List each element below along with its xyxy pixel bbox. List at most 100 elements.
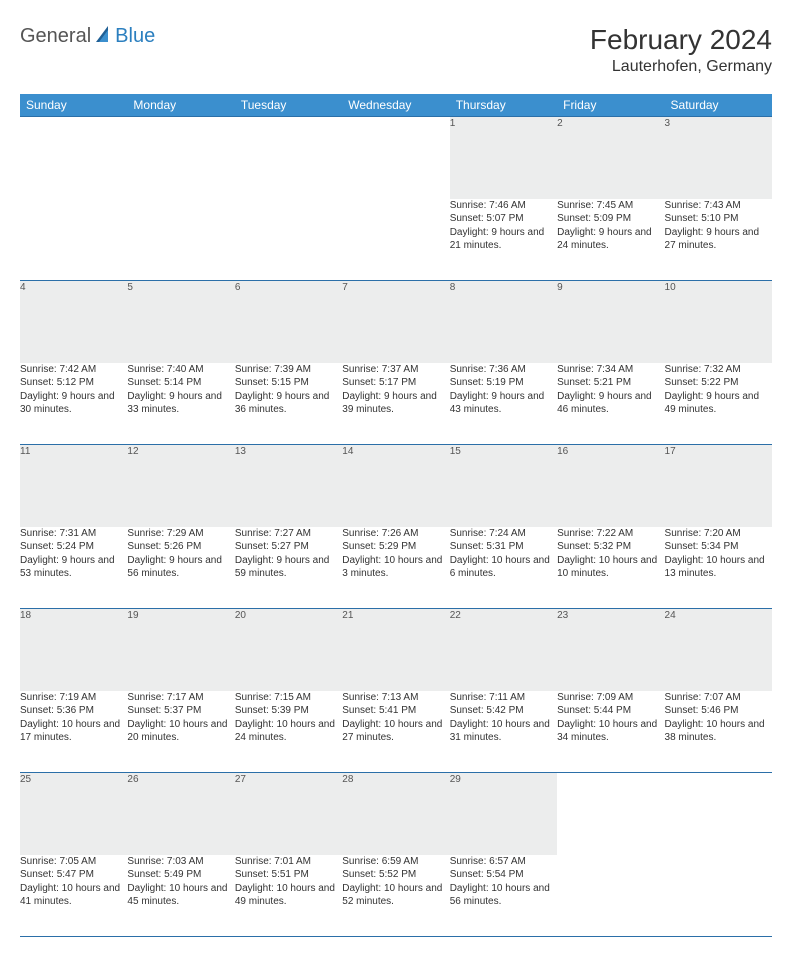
- sunset-line: Sunset: 5:07 PM: [450, 212, 557, 226]
- logo-sail-icon: [95, 24, 113, 49]
- daynum-row: 2526272829: [20, 773, 772, 855]
- sunset-line: Sunset: 5:27 PM: [235, 540, 342, 554]
- daylight-line: Daylight: 10 hours and 34 minutes.: [557, 718, 664, 745]
- sunrise-line: Sunrise: 6:57 AM: [450, 855, 557, 869]
- daylight-line: Daylight: 9 hours and 56 minutes.: [127, 554, 234, 581]
- sunset-line: Sunset: 5:36 PM: [20, 704, 127, 718]
- day-content-cell: Sunrise: 6:57 AMSunset: 5:54 PMDaylight:…: [450, 855, 557, 937]
- sunset-line: Sunset: 5:51 PM: [235, 868, 342, 882]
- sunset-line: Sunset: 5:17 PM: [342, 376, 449, 390]
- weekday-friday: Friday: [557, 94, 664, 117]
- day-number-cell: [557, 773, 664, 855]
- daylight-line: Daylight: 10 hours and 31 minutes.: [450, 718, 557, 745]
- day-content-cell: Sunrise: 7:36 AMSunset: 5:19 PMDaylight:…: [450, 363, 557, 445]
- calendar-body: 123Sunrise: 7:46 AMSunset: 5:07 PMDaylig…: [20, 117, 772, 937]
- daylight-line: Daylight: 10 hours and 13 minutes.: [665, 554, 772, 581]
- day-number-cell: 3: [665, 117, 772, 199]
- day-content-cell: Sunrise: 7:01 AMSunset: 5:51 PMDaylight:…: [235, 855, 342, 937]
- sunrise-line: Sunrise: 7:31 AM: [20, 527, 127, 541]
- day-number-cell: 15: [450, 445, 557, 527]
- content-row: Sunrise: 7:05 AMSunset: 5:47 PMDaylight:…: [20, 855, 772, 937]
- day-number-cell: 19: [127, 609, 234, 691]
- sunrise-line: Sunrise: 7:20 AM: [665, 527, 772, 541]
- daynum-row: 45678910: [20, 281, 772, 363]
- daylight-line: Daylight: 10 hours and 38 minutes.: [665, 718, 772, 745]
- daylight-line: Daylight: 10 hours and 49 minutes.: [235, 882, 342, 909]
- day-number-cell: [665, 773, 772, 855]
- day-content-cell: Sunrise: 7:31 AMSunset: 5:24 PMDaylight:…: [20, 527, 127, 609]
- day-number-cell: [235, 117, 342, 199]
- sunrise-line: Sunrise: 7:11 AM: [450, 691, 557, 705]
- sunset-line: Sunset: 5:34 PM: [665, 540, 772, 554]
- day-number-cell: 27: [235, 773, 342, 855]
- day-content-cell: Sunrise: 7:07 AMSunset: 5:46 PMDaylight:…: [665, 691, 772, 773]
- sunset-line: Sunset: 5:19 PM: [450, 376, 557, 390]
- sunset-line: Sunset: 5:31 PM: [450, 540, 557, 554]
- sunrise-line: Sunrise: 7:13 AM: [342, 691, 449, 705]
- sunrise-line: Sunrise: 7:34 AM: [557, 363, 664, 377]
- calendar-page: General Blue February 2024 Lauterhofen, …: [0, 0, 792, 957]
- sunrise-line: Sunrise: 7:24 AM: [450, 527, 557, 541]
- day-content-cell: Sunrise: 7:17 AMSunset: 5:37 PMDaylight:…: [127, 691, 234, 773]
- daylight-line: Daylight: 9 hours and 43 minutes.: [450, 390, 557, 417]
- sunset-line: Sunset: 5:44 PM: [557, 704, 664, 718]
- day-number-cell: 13: [235, 445, 342, 527]
- day-content-cell: [235, 199, 342, 281]
- sunset-line: Sunset: 5:12 PM: [20, 376, 127, 390]
- day-number-cell: 4: [20, 281, 127, 363]
- day-content-cell: Sunrise: 7:40 AMSunset: 5:14 PMDaylight:…: [127, 363, 234, 445]
- day-content-cell: [342, 199, 449, 281]
- sunset-line: Sunset: 5:37 PM: [127, 704, 234, 718]
- sunset-line: Sunset: 5:14 PM: [127, 376, 234, 390]
- sunrise-line: Sunrise: 7:45 AM: [557, 199, 664, 213]
- sunset-line: Sunset: 5:39 PM: [235, 704, 342, 718]
- sunset-line: Sunset: 5:24 PM: [20, 540, 127, 554]
- day-number-cell: 11: [20, 445, 127, 527]
- day-number-cell: 1: [450, 117, 557, 199]
- day-content-cell: [665, 855, 772, 937]
- day-content-cell: Sunrise: 7:19 AMSunset: 5:36 PMDaylight:…: [20, 691, 127, 773]
- sunrise-line: Sunrise: 7:01 AM: [235, 855, 342, 869]
- day-number-cell: 6: [235, 281, 342, 363]
- day-number-cell: 10: [665, 281, 772, 363]
- daylight-line: Daylight: 10 hours and 17 minutes.: [20, 718, 127, 745]
- day-number-cell: 26: [127, 773, 234, 855]
- day-content-cell: Sunrise: 6:59 AMSunset: 5:52 PMDaylight:…: [342, 855, 449, 937]
- day-content-cell: Sunrise: 7:43 AMSunset: 5:10 PMDaylight:…: [665, 199, 772, 281]
- sunset-line: Sunset: 5:41 PM: [342, 704, 449, 718]
- weekday-tuesday: Tuesday: [235, 94, 342, 117]
- daylight-line: Daylight: 10 hours and 56 minutes.: [450, 882, 557, 909]
- day-content-cell: [20, 199, 127, 281]
- day-number-cell: 25: [20, 773, 127, 855]
- weekday-wednesday: Wednesday: [342, 94, 449, 117]
- sunrise-line: Sunrise: 7:37 AM: [342, 363, 449, 377]
- day-number-cell: [342, 117, 449, 199]
- sunset-line: Sunset: 5:42 PM: [450, 704, 557, 718]
- sunrise-line: Sunrise: 7:43 AM: [665, 199, 772, 213]
- day-number-cell: 5: [127, 281, 234, 363]
- daylight-line: Daylight: 10 hours and 24 minutes.: [235, 718, 342, 745]
- sunrise-line: Sunrise: 7:07 AM: [665, 691, 772, 705]
- daylight-line: Daylight: 10 hours and 3 minutes.: [342, 554, 449, 581]
- logo-text-blue: Blue: [115, 25, 155, 48]
- daylight-line: Daylight: 9 hours and 46 minutes.: [557, 390, 664, 417]
- day-content-cell: Sunrise: 7:45 AMSunset: 5:09 PMDaylight:…: [557, 199, 664, 281]
- day-content-cell: Sunrise: 7:46 AMSunset: 5:07 PMDaylight:…: [450, 199, 557, 281]
- daylight-line: Daylight: 9 hours and 30 minutes.: [20, 390, 127, 417]
- daylight-line: Daylight: 9 hours and 21 minutes.: [450, 226, 557, 253]
- sunrise-line: Sunrise: 7:03 AM: [127, 855, 234, 869]
- daylight-line: Daylight: 9 hours and 39 minutes.: [342, 390, 449, 417]
- daynum-row: 18192021222324: [20, 609, 772, 691]
- sunrise-line: Sunrise: 7:26 AM: [342, 527, 449, 541]
- sunset-line: Sunset: 5:32 PM: [557, 540, 664, 554]
- day-content-cell: Sunrise: 7:15 AMSunset: 5:39 PMDaylight:…: [235, 691, 342, 773]
- sunrise-line: Sunrise: 7:46 AM: [450, 199, 557, 213]
- day-content-cell: Sunrise: 7:03 AMSunset: 5:49 PMDaylight:…: [127, 855, 234, 937]
- daylight-line: Daylight: 10 hours and 52 minutes.: [342, 882, 449, 909]
- daylight-line: Daylight: 9 hours and 24 minutes.: [557, 226, 664, 253]
- day-number-cell: 12: [127, 445, 234, 527]
- day-content-cell: Sunrise: 7:09 AMSunset: 5:44 PMDaylight:…: [557, 691, 664, 773]
- day-number-cell: 20: [235, 609, 342, 691]
- day-number-cell: 28: [342, 773, 449, 855]
- day-number-cell: 22: [450, 609, 557, 691]
